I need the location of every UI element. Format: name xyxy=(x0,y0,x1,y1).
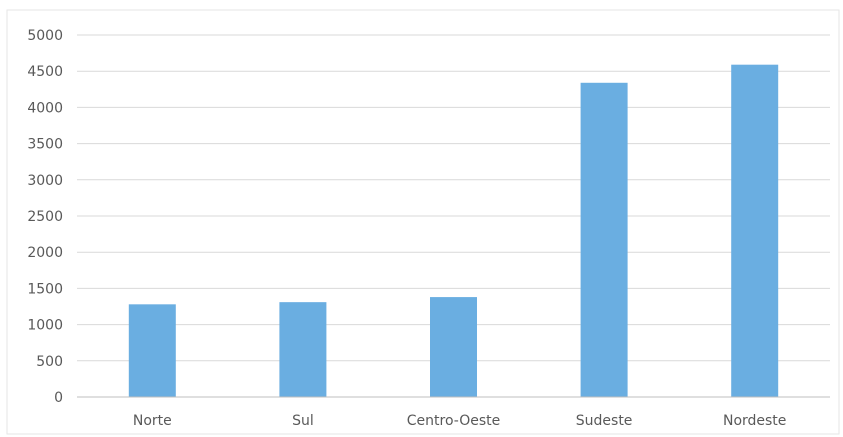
y-tick-label: 0 xyxy=(54,390,63,406)
y-tick-label: 2500 xyxy=(27,209,63,225)
y-tick-label: 1000 xyxy=(27,318,63,334)
bar-sul xyxy=(279,302,327,397)
bars xyxy=(128,64,779,398)
x-axis-category-labels: Norte Sul Centro-Oeste Sudeste Nordeste xyxy=(133,413,787,429)
y-tick-label: 3000 xyxy=(27,173,63,189)
x-category-label: Sudeste xyxy=(576,413,633,429)
gridlines xyxy=(77,34,830,362)
y-tick-label: 1500 xyxy=(27,281,63,297)
bar-nordeste xyxy=(731,64,779,398)
y-tick-label: 3500 xyxy=(27,137,63,153)
y-tick-label: 4500 xyxy=(27,64,63,80)
bar-centro-oeste xyxy=(430,297,477,397)
bar-sudeste xyxy=(580,82,628,397)
bar-norte xyxy=(128,304,176,397)
x-category-label: Nordeste xyxy=(723,413,786,429)
y-tick-label: 500 xyxy=(36,354,63,370)
x-category-label: Centro-Oeste xyxy=(407,413,501,429)
x-category-label: Norte xyxy=(133,413,172,429)
y-tick-label: 4000 xyxy=(27,100,63,116)
y-axis-tick-labels: 0 500 1000 1500 2000 2500 3000 3500 4000 4500 5000 xyxy=(27,28,63,406)
y-tick-label: 5000 xyxy=(27,28,63,44)
x-category-label: Sul xyxy=(292,413,314,429)
y-tick-label: 2000 xyxy=(27,245,63,261)
